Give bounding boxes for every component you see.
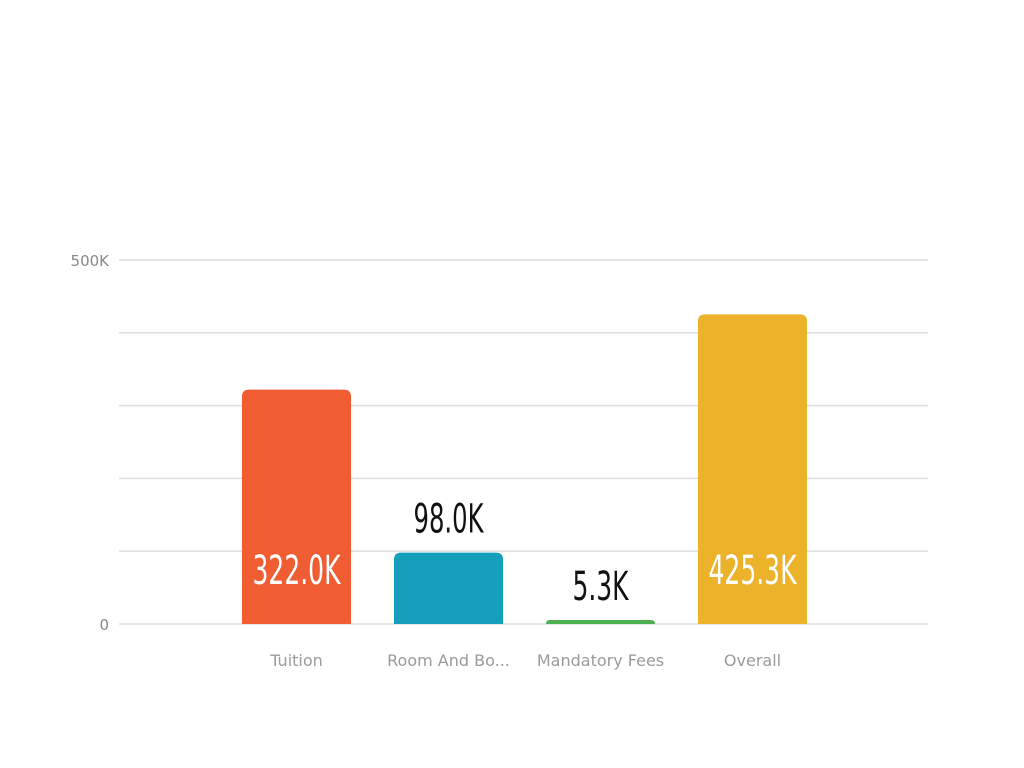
data-label-tuition: 322.0K — [253, 548, 342, 594]
bar-tuition — [242, 389, 351, 624]
category-label-mandatory-fees: Mandatory Fees — [537, 651, 664, 670]
data-label-mandatory-fees: 5.3K — [573, 564, 630, 610]
data-labels: 322.0K 98.0K 5.3K 425.3K — [253, 497, 798, 610]
category-label-overall: Overall — [724, 651, 781, 670]
category-label-room-and-bo: Room And Bo... — [387, 651, 510, 670]
y-tick-label: 0 — [99, 616, 109, 634]
bar-mandatory-fees — [546, 620, 655, 624]
bar-overall — [698, 314, 807, 624]
y-tick-label: 500K — [71, 252, 111, 270]
bars — [242, 314, 807, 624]
category-labels: Tuition Room And Bo... Mandatory Fees Overa… — [269, 651, 781, 670]
data-label-overall: 425.3K — [709, 548, 798, 594]
data-label-room-and-bo: 98.0K — [414, 497, 485, 543]
category-label-tuition: Tuition — [269, 651, 323, 670]
y-axis-tick-labels: 0 500K — [71, 252, 111, 634]
bar-room-and-bo — [394, 552, 503, 624]
